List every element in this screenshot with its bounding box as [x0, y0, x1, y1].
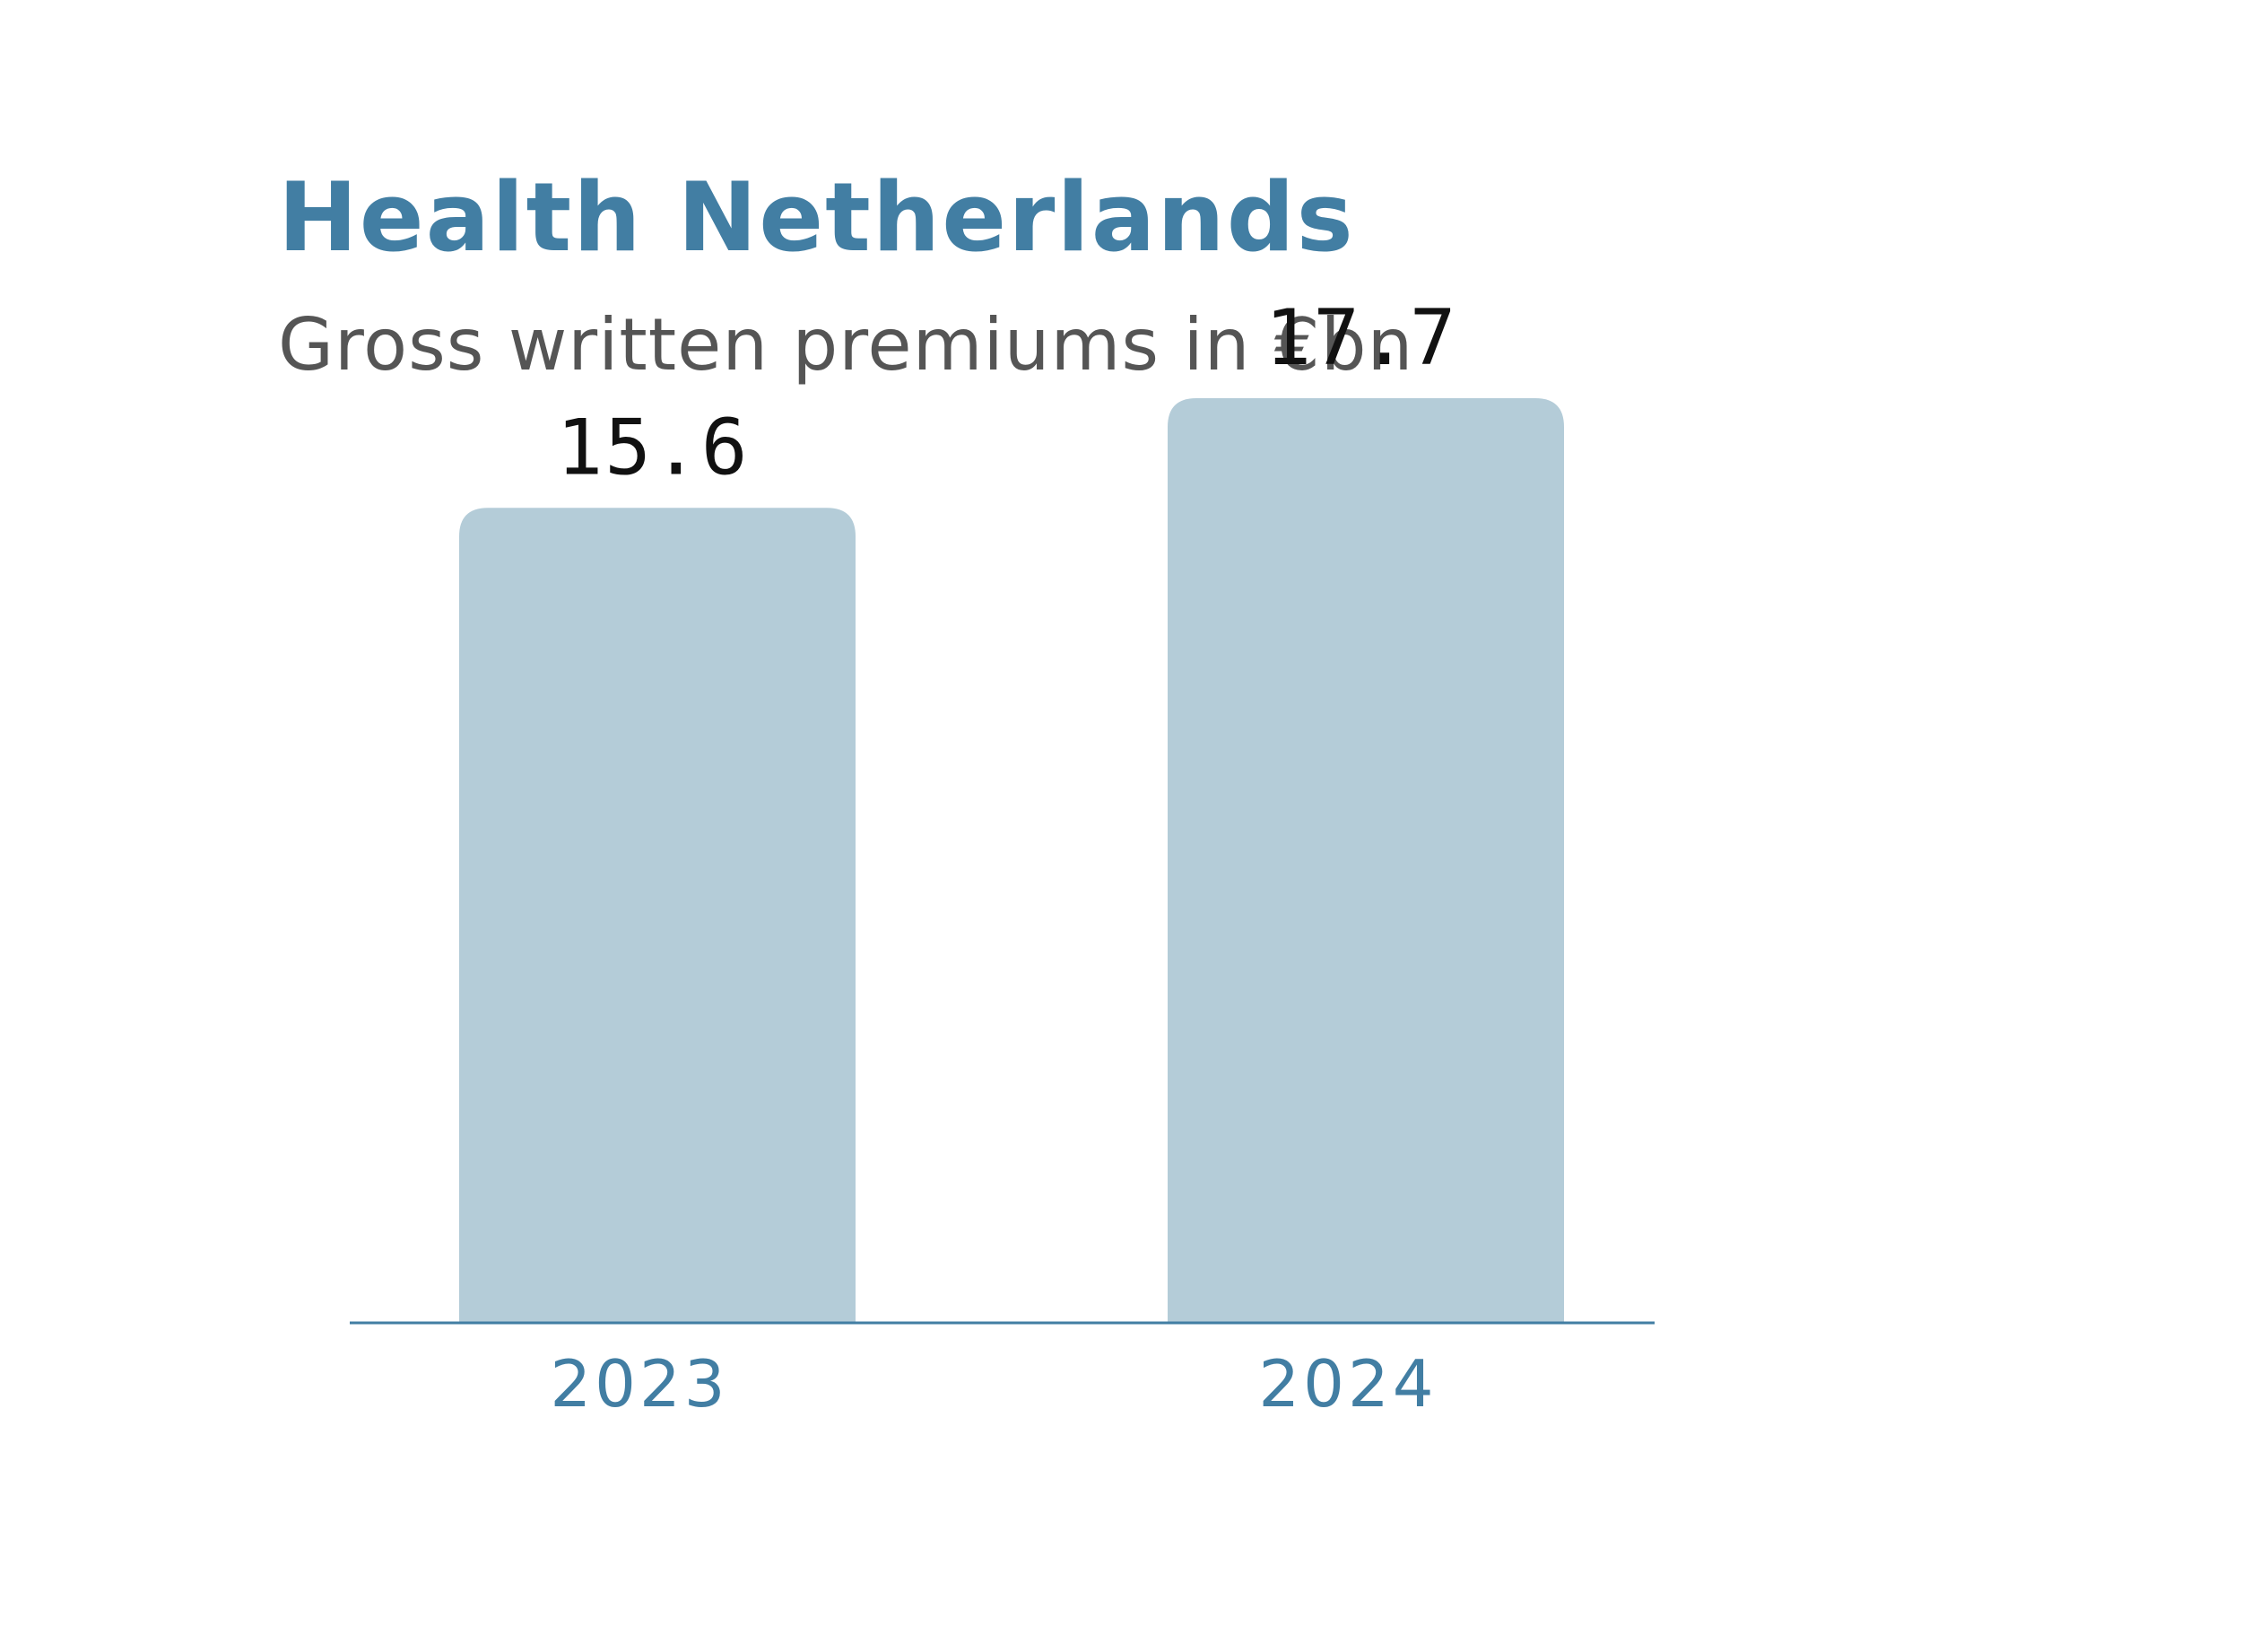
- bar-2024: [1168, 397, 1564, 1324]
- bars-layer: [459, 397, 1564, 1324]
- labels-layer: 15.6 2023 17.7 2024: [550, 293, 1457, 1422]
- bar-2023: [459, 508, 856, 1323]
- value-label-2024: 17.7: [1264, 293, 1457, 383]
- category-label-2024: 2024: [1258, 1346, 1437, 1422]
- chart-subtitle: Gross written premiums in €bn: [278, 303, 1414, 387]
- category-label-2023: 2023: [550, 1346, 728, 1422]
- chart-title: Health Netherlands: [278, 162, 1355, 273]
- value-label-2023: 15.6: [556, 403, 749, 492]
